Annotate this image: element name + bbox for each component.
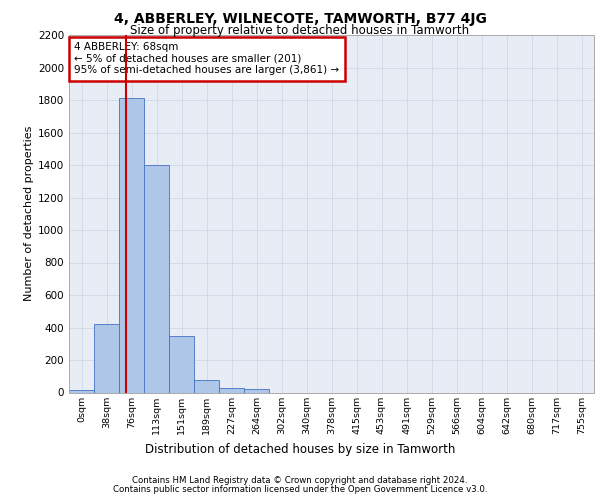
Text: 4 ABBERLEY: 68sqm
← 5% of detached houses are smaller (201)
95% of semi-detached: 4 ABBERLEY: 68sqm ← 5% of detached house… (74, 42, 340, 76)
Text: Contains public sector information licensed under the Open Government Licence v3: Contains public sector information licen… (113, 485, 487, 494)
Bar (94, 324, 119, 392)
Bar (244, 389, 269, 392)
Bar (194, 380, 219, 392)
Bar (169, 336, 194, 392)
Bar (119, 98, 144, 393)
Text: 4, ABBERLEY, WILNECOTE, TAMWORTH, B77 4JG: 4, ABBERLEY, WILNECOTE, TAMWORTH, B77 4J… (113, 12, 487, 26)
Y-axis label: Number of detached properties: Number of detached properties (24, 126, 34, 302)
Text: Size of property relative to detached houses in Tamworth: Size of property relative to detached ho… (130, 24, 470, 37)
Text: Contains HM Land Registry data © Crown copyright and database right 2024.: Contains HM Land Registry data © Crown c… (132, 476, 468, 485)
Bar (69, 390, 94, 392)
Text: Distribution of detached houses by size in Tamworth: Distribution of detached houses by size … (145, 442, 455, 456)
Bar (219, 388, 244, 392)
Bar (144, 165, 169, 392)
